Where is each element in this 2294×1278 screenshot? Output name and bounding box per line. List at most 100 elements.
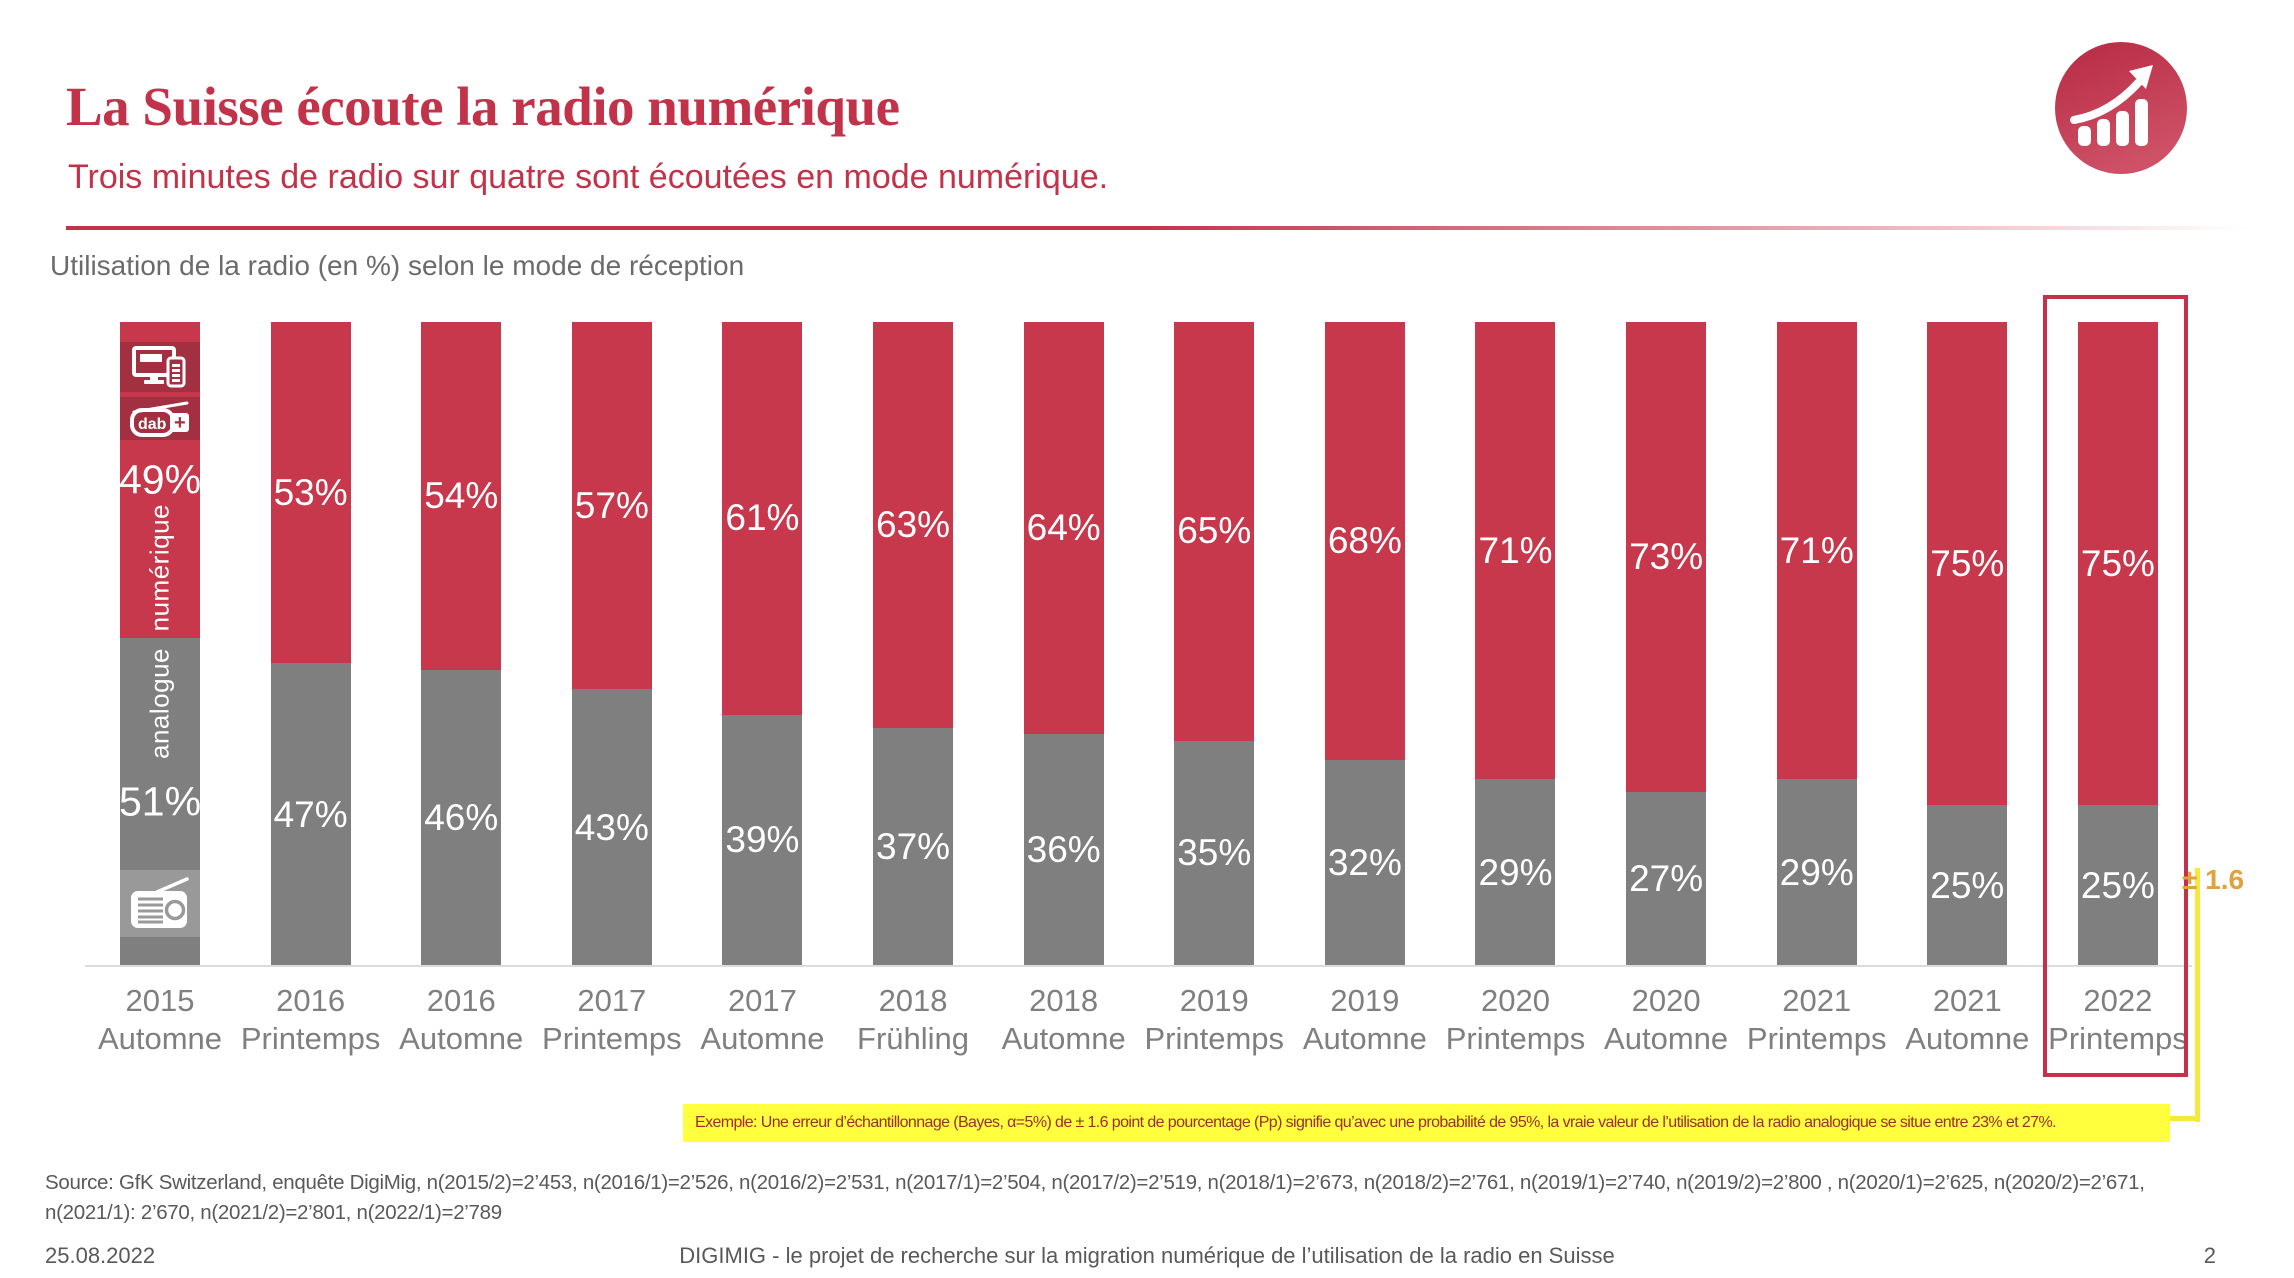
segment-digital: 68% [1324,322,1405,760]
footer-project: DIGIMIG - le projet de recherche sur la … [679,1243,1615,1268]
stacked-bar: 75% 25% [2077,322,2158,966]
axis-label: 2019 Printemps [1144,982,1284,1058]
analog-value-label: 25% [1930,864,2005,906]
rising-bar-chart-icon [2055,42,2187,174]
stacked-bar: 63% 37% [873,322,954,966]
axis-label-year: 2022 [2083,983,2153,1018]
bar-column: 68% 32% 2019 Automne [1303,322,1427,1056]
axis-label: 2016 Automne [399,982,523,1058]
segment-digital: 71% [1475,322,1556,780]
axis-label-year: 2021 [1932,983,2002,1018]
analog-value-label: 37% [876,825,951,867]
bar-column: 75% 25% 2021 Automne [1905,322,2029,1056]
connector-vertical [2195,868,2200,1122]
bar-column: 65% 35% 2019 Printemps [1144,322,1284,1056]
axis-label-year: 2019 [1330,983,1400,1018]
analog-value-label: 35% [1177,832,1252,874]
axis-label: 2020 Automne [1604,982,1728,1058]
slide-subtitle: Trois minutes de radio sur quatre sont é… [68,158,1109,196]
axis-label-season: Automne [700,1021,825,1056]
segment-analog: 39% [722,714,803,966]
analog-value-label: 36% [1026,829,1101,871]
axis-label-season: Printemps [2048,1021,2188,1056]
segment-analog: 25% [2077,805,2158,966]
segment-digital: 49% dab + numérique [118,322,202,638]
digital-value-label: 73% [1629,536,1704,578]
analog-value-label: 32% [1327,841,1402,883]
analog-legend-label: analogue [144,647,175,759]
bars-row: 49% dab + numérique 51% analogue [98,322,2188,1056]
segment-digital: 75% [2077,322,2158,805]
chart-area: 49% dab + numérique 51% analogue [98,322,2188,1056]
stacked-bar: 49% dab + numérique 51% analogue [118,322,202,966]
svg-text:dab: dab [138,416,167,433]
bar-column: 54% 46% 2016 Automne [399,322,523,1056]
bar-column: 63% 37% 2018 Frühling [857,322,969,1056]
axis-label: 2016 Printemps [241,982,381,1058]
axis-label-season: Automne [399,1021,524,1056]
segment-analog: 37% [873,727,954,966]
axis-label-year: 2020 [1480,983,1550,1018]
axis-label-year: 2018 [878,983,948,1018]
axis-label-season: Automne [1905,1021,2030,1056]
analog-value-label: 29% [1478,851,1553,893]
axis-label-year: 2021 [1782,983,1852,1018]
axis-label: 2021 Printemps [1747,982,1887,1058]
digital-value-label: 65% [1177,510,1252,552]
segment-analog: 27% [1626,792,1707,966]
digital-value-label: 75% [1930,542,2005,584]
bar-column: 61% 39% 2017 Automne [700,322,824,1056]
segment-digital: 71% [1776,322,1857,780]
connector-horizontal [2170,1116,2200,1121]
stacked-bar: 65% 35% [1174,322,1255,966]
axis-label: 2021 Automne [1905,982,2029,1058]
digital-value-label: 54% [424,474,499,516]
bar-column: 64% 36% 2018 Automne [1002,322,1126,1056]
bar-column: 71% 29% 2020 Printemps [1446,322,1585,1056]
axis-label: 2018 Frühling [857,982,969,1058]
page-title: La Suisse écoute la radio numérique [66,75,900,137]
digital-value-label: 49% [118,456,202,503]
digital-value-label: 57% [574,484,649,526]
axis-label-season: Printemps [542,1021,682,1056]
bar-column: 73% 27% 2020 Automne [1604,322,1728,1056]
axis-label-season: Printemps [240,1021,381,1056]
radio-icon [131,877,189,929]
axis-label-season: Frühling [857,1021,970,1056]
axis-label-season: Printemps [1144,1021,1285,1056]
stacked-bar: 75% 25% [1927,322,2008,966]
axis-label-year: 2018 [1029,983,1099,1018]
segment-analog: 51% analogue [118,637,202,966]
segment-digital: 63% [873,322,954,728]
axis-label-year: 2016 [276,983,346,1018]
digital-legend-label: numérique [144,504,175,632]
analog-value-label: 27% [1629,858,1704,900]
segment-digital: 65% [1174,322,1255,741]
segment-analog: 35% [1174,740,1255,966]
stacked-bar: 71% 29% [1475,322,1556,966]
axis-label: 2018 Automne [1002,982,1126,1058]
axis-label-season: Automne [1604,1021,1729,1056]
stacked-bar: 64% 36% [1023,322,1104,966]
analog-value-label: 51% [118,778,202,825]
axis-label: 2020 Printemps [1446,982,1586,1058]
dabplus-icon: dab + [130,401,189,437]
axis-label-year: 2015 [125,983,195,1018]
axis-label: 2015 Automne [98,982,222,1058]
stacked-bar: 73% 27% [1626,322,1707,966]
segment-analog: 29% [1776,779,1857,966]
analog-value-label: 39% [725,819,800,861]
segment-digital: 61% [722,322,803,715]
segment-analog: 32% [1324,759,1405,966]
axis-label: 2022 Printemps [2048,982,2188,1058]
analog-value-label: 25% [2080,864,2155,906]
segment-digital: 53% [270,322,351,664]
axis-label-year: 2017 [727,983,797,1018]
axis-label-year: 2017 [577,983,647,1018]
axis-label: 2017 Automne [700,982,824,1058]
analog-value-label: 43% [574,806,649,848]
segment-digital: 73% [1626,322,1707,793]
footer-date: 25.08.2022 [45,1243,156,1268]
axis-label-year: 2016 [426,983,496,1018]
